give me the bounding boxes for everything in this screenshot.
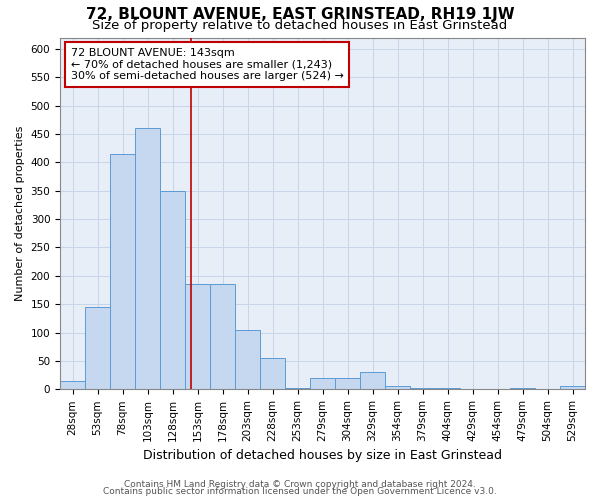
Text: 72, BLOUNT AVENUE, EAST GRINSTEAD, RH19 1JW: 72, BLOUNT AVENUE, EAST GRINSTEAD, RH19 …: [86, 8, 514, 22]
Bar: [160, 190, 185, 390]
Text: Contains HM Land Registry data © Crown copyright and database right 2024.: Contains HM Land Registry data © Crown c…: [124, 480, 476, 489]
Bar: [85, 307, 110, 390]
Bar: [285, 388, 310, 390]
Bar: [335, 378, 360, 390]
Bar: [135, 128, 160, 390]
Text: Contains public sector information licensed under the Open Government Licence v3: Contains public sector information licen…: [103, 487, 497, 496]
Bar: [360, 372, 385, 390]
Bar: [260, 358, 285, 390]
Bar: [310, 378, 335, 390]
Bar: [185, 284, 210, 390]
Y-axis label: Number of detached properties: Number of detached properties: [15, 126, 25, 301]
Bar: [435, 388, 460, 390]
Text: Size of property relative to detached houses in East Grinstead: Size of property relative to detached ho…: [92, 19, 508, 32]
X-axis label: Distribution of detached houses by size in East Grinstead: Distribution of detached houses by size …: [143, 450, 502, 462]
Bar: [510, 388, 535, 390]
Bar: [210, 284, 235, 390]
Bar: [110, 154, 135, 390]
Bar: [410, 388, 435, 390]
Bar: [560, 386, 585, 390]
Text: 72 BLOUNT AVENUE: 143sqm
← 70% of detached houses are smaller (1,243)
30% of sem: 72 BLOUNT AVENUE: 143sqm ← 70% of detach…: [71, 48, 343, 82]
Bar: [60, 381, 85, 390]
Bar: [385, 386, 410, 390]
Bar: [235, 330, 260, 390]
